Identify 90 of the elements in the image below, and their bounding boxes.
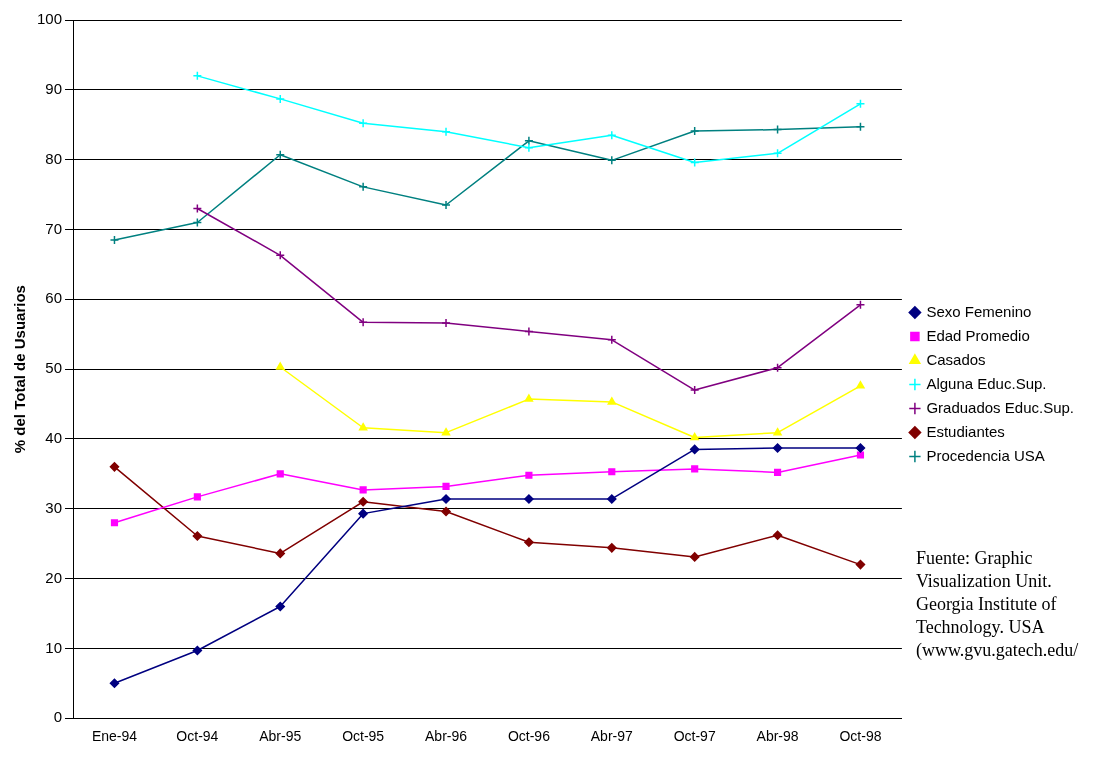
point (607, 397, 617, 405)
point (275, 150, 285, 160)
x-tick-label: Oct-94 (176, 728, 219, 745)
point (276, 362, 285, 370)
point (275, 94, 285, 104)
point (275, 548, 285, 559)
point (442, 482, 450, 490)
point (689, 385, 700, 395)
x-tick-label: Abr-97 (590, 728, 634, 745)
point (193, 493, 201, 501)
point (358, 118, 368, 129)
y-tick-label: 80 (45, 149, 63, 167)
point (109, 462, 120, 472)
point (441, 318, 451, 328)
point (358, 182, 368, 192)
x-tick-label: Abr-98 (756, 728, 799, 745)
point (689, 552, 700, 562)
x-tick-label: Oct-96 (507, 728, 551, 745)
point (358, 497, 368, 507)
point (524, 143, 534, 153)
y-tick-label: 30 (45, 498, 63, 516)
y-tick-label: 90 (45, 79, 63, 97)
legend-label: Sexo Femenino (926, 302, 1032, 320)
point (608, 468, 616, 476)
y-tick-label: 0 (53, 708, 63, 726)
x-tick-label: Oct-97 (673, 728, 716, 745)
point (359, 486, 367, 494)
point (855, 559, 866, 570)
x-tick-label: Abr-96 (425, 728, 468, 745)
point (275, 250, 285, 261)
point (192, 71, 203, 81)
point (689, 126, 700, 136)
y-tick-label: 100 (37, 10, 63, 28)
point (689, 444, 700, 455)
x-tick-label: Oct-98 (839, 728, 882, 745)
point (441, 427, 451, 436)
point (855, 99, 866, 109)
point (441, 506, 451, 517)
x-tick-label: Oct-95 (342, 728, 385, 745)
y-tick-label: 40 (45, 429, 63, 447)
point (772, 443, 783, 453)
point (441, 200, 451, 210)
point (192, 645, 203, 656)
point (441, 494, 451, 504)
point (441, 126, 451, 137)
point (524, 394, 534, 402)
point (524, 326, 534, 337)
point (856, 381, 865, 389)
x-tick-label: Abr-95 (259, 728, 302, 745)
point (690, 432, 699, 441)
point (524, 136, 534, 146)
legend-label: Alguna Educ.Sup. (926, 374, 1047, 392)
source-note: Fuente: Graphic Visualization Unit. Georgia Institute of Technology. USA (www.gvu.gatech.edu/ (915, 548, 1079, 662)
point (773, 468, 782, 477)
point (276, 470, 284, 478)
point (192, 531, 203, 541)
point (358, 317, 368, 328)
y-axis-title: % del Total de Usuarios (11, 285, 29, 454)
y-tick-label: 70 (45, 219, 63, 237)
point (275, 601, 285, 612)
point (607, 335, 617, 345)
point (856, 451, 865, 459)
point (109, 678, 120, 689)
y-tick-label: 10 (45, 638, 63, 656)
point (358, 508, 368, 519)
point (110, 519, 119, 527)
y-tick-label: 60 (45, 289, 63, 307)
legend-label: Casados (926, 350, 986, 368)
point (607, 130, 617, 140)
legend-label: Edad Promedio (926, 326, 1030, 344)
point (607, 543, 617, 553)
legend-label: Graduados Educ.Sup. (926, 398, 1075, 416)
point (607, 155, 617, 166)
point (855, 443, 866, 453)
y-tick-label: 20 (45, 568, 63, 586)
point (691, 465, 699, 473)
point (773, 427, 782, 436)
legend-label: Procedencia USA (926, 446, 1045, 464)
x-tick-label: Ene-94 (91, 728, 138, 745)
point (855, 300, 866, 310)
point (855, 122, 866, 132)
point (525, 471, 533, 479)
point (524, 537, 534, 547)
point (109, 235, 120, 245)
point (607, 494, 617, 504)
point (524, 494, 534, 504)
legend-label: Estudiantes (926, 422, 1005, 440)
y-tick-label: 50 (45, 359, 63, 377)
point (772, 530, 783, 541)
point (358, 423, 368, 431)
